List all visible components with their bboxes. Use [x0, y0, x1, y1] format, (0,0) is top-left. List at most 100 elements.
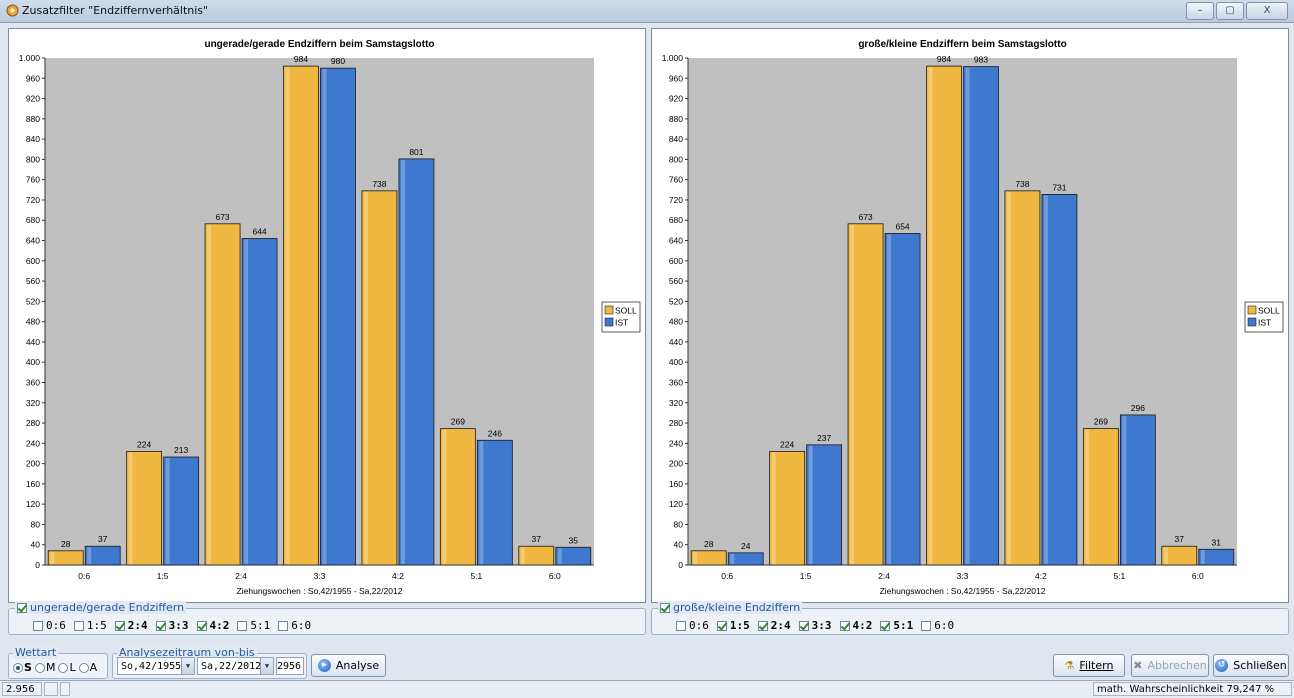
window-title: Zusatzfilter "Endziffernverhältnis"	[22, 4, 209, 17]
close-button[interactable]: X	[1246, 2, 1288, 20]
wettart-radio-m[interactable]: M	[34, 661, 55, 674]
checkbox-box[interactable]	[237, 620, 248, 631]
checkbox-box[interactable]	[196, 620, 207, 631]
checkbox-label: 2:4	[770, 619, 791, 632]
ratio-checkbox-0-6[interactable]: 0:6	[33, 619, 66, 632]
checkbox-box[interactable]	[114, 620, 125, 631]
bar-ist	[555, 546, 592, 566]
bar-highlight	[128, 452, 133, 564]
ratio-checkbox-4-2[interactable]: 4:2	[839, 619, 872, 632]
checkbox-box[interactable]	[155, 620, 166, 631]
filter-button[interactable]: ⚗ Filtern	[1053, 654, 1125, 677]
wettart-radio-a[interactable]: A	[78, 661, 98, 674]
ratio-checkbox-3-3[interactable]: 3:3	[798, 619, 832, 632]
checkbox-label: 3:3	[168, 619, 189, 632]
checkbox-box[interactable]	[880, 620, 891, 631]
x-axis-label: Ziehungswochen : So,42/1955 - Sa,22/2012	[237, 586, 403, 596]
bar-highlight	[400, 159, 405, 564]
minimize-button[interactable]: –	[1186, 2, 1214, 20]
title-bar: Zusatzfilter "Endziffernverhältnis" – ▢ …	[0, 0, 1294, 23]
status-empty-cell	[60, 682, 70, 696]
bar-highlight	[479, 441, 484, 564]
y-tick-label: 480	[26, 317, 40, 327]
ratio-checkbox-5-1[interactable]: 5:1	[237, 619, 270, 632]
period-to-select[interactable]: Sa,22/2012 ▼	[197, 657, 274, 675]
bar-ist	[806, 444, 843, 566]
checkbox-box[interactable]	[839, 620, 850, 631]
wettart-label: Wettart	[15, 646, 57, 659]
checkbox-box[interactable]	[33, 620, 43, 631]
checkbox-box[interactable]	[757, 620, 768, 631]
y-tick-label: 1.000	[19, 53, 41, 63]
ratio-checkbox-4-2[interactable]: 4:2	[196, 619, 229, 632]
radio-button[interactable]	[34, 662, 45, 673]
y-tick-label: 200	[669, 459, 683, 469]
bar-highlight	[887, 234, 892, 564]
period-from-value: So,42/1955	[121, 661, 182, 672]
draw-count-field[interactable]: 2956	[276, 657, 304, 675]
maximize-button[interactable]: ▢	[1216, 2, 1244, 20]
bar-ist	[476, 439, 513, 566]
checkbox-box[interactable]	[676, 620, 686, 631]
y-tick-label: 0	[35, 560, 40, 570]
close-dialog-button[interactable]: ↺ Schließen	[1213, 654, 1289, 677]
bar-soll	[1004, 190, 1041, 566]
bar-soll	[361, 190, 398, 566]
radio-label: A	[89, 661, 98, 674]
radio-button[interactable]	[13, 662, 23, 673]
status-probability: math. Wahrscheinlichkeit 79,247 %	[1093, 682, 1292, 696]
ratio-checkbox-2-4[interactable]: 2:4	[114, 619, 148, 632]
bar-value-label: 37	[1175, 534, 1185, 544]
checkbox-label: 5:1	[893, 619, 914, 632]
bar-ist	[398, 158, 435, 566]
cancel-icon: ✖	[1133, 659, 1143, 672]
bar-value-label: 224	[780, 439, 794, 449]
bar-highlight	[730, 553, 735, 564]
checkbox-label: 0:6	[46, 619, 66, 632]
filter-enable-checkbox-odd-even[interactable]	[17, 602, 27, 613]
bar-soll	[1161, 545, 1198, 566]
ratio-checkbox-6-0[interactable]: 6:0	[278, 619, 311, 632]
filter-enable-checkbox-big-small[interactable]	[660, 602, 670, 613]
ratio-checkbox-1-5[interactable]: 1:5	[73, 619, 107, 632]
y-tick-label: 920	[669, 94, 683, 104]
bar-ist	[1041, 193, 1078, 566]
bar-highlight	[50, 551, 55, 564]
period-from-select[interactable]: So,42/1955 ▼	[117, 657, 195, 675]
x-tick-label: 3:3	[314, 571, 326, 581]
checkbox-box[interactable]	[921, 620, 932, 631]
checkbox-box[interactable]	[73, 620, 84, 631]
y-tick-label: 880	[669, 114, 683, 124]
bar-highlight	[928, 67, 933, 564]
ratio-checkbox-3-3[interactable]: 3:3	[155, 619, 189, 632]
ratio-checkbox-1-5[interactable]: 1:5	[716, 619, 750, 632]
cancel-button[interactable]: ✖ Abbrechen	[1131, 654, 1209, 677]
analyse-button-label: Analyse	[335, 659, 380, 672]
checkbox-label: 1:5	[86, 619, 107, 632]
bar-highlight	[165, 458, 170, 564]
y-tick-label: 720	[26, 195, 40, 205]
radio-button[interactable]	[78, 662, 89, 673]
y-tick-label: 840	[669, 134, 683, 144]
checkbox-box[interactable]	[278, 620, 289, 631]
radio-button[interactable]	[58, 662, 69, 673]
y-tick-label: 640	[669, 236, 683, 246]
ratio-checkbox-5-1[interactable]: 5:1	[880, 619, 913, 632]
checkbox-box[interactable]	[798, 620, 809, 631]
filter-button-label: Filtern	[1079, 659, 1114, 672]
wettart-radio-l[interactable]: L	[58, 661, 76, 674]
bar-ist	[241, 238, 278, 566]
checkbox-box[interactable]	[716, 620, 727, 631]
bar-value-label: 296	[1131, 403, 1145, 413]
analyse-period-label: Analysezeitraum von-bis	[119, 646, 255, 659]
x-tick-label: 5:1	[1113, 571, 1125, 581]
checkbox-label: 3:3	[811, 619, 832, 632]
ratio-checkbox-2-4[interactable]: 2:4	[757, 619, 791, 632]
ratio-checkbox-6-0[interactable]: 6:0	[921, 619, 954, 632]
app-icon	[6, 4, 19, 17]
wettart-radio-s[interactable]: S	[13, 661, 32, 674]
analyse-button[interactable]: ▸ Analyse	[311, 654, 386, 677]
filter-group-label: ungerade/gerade Endziffern	[30, 601, 185, 614]
ratio-checkbox-0-6[interactable]: 0:6	[676, 619, 709, 632]
x-tick-label: 4:2	[392, 571, 404, 581]
